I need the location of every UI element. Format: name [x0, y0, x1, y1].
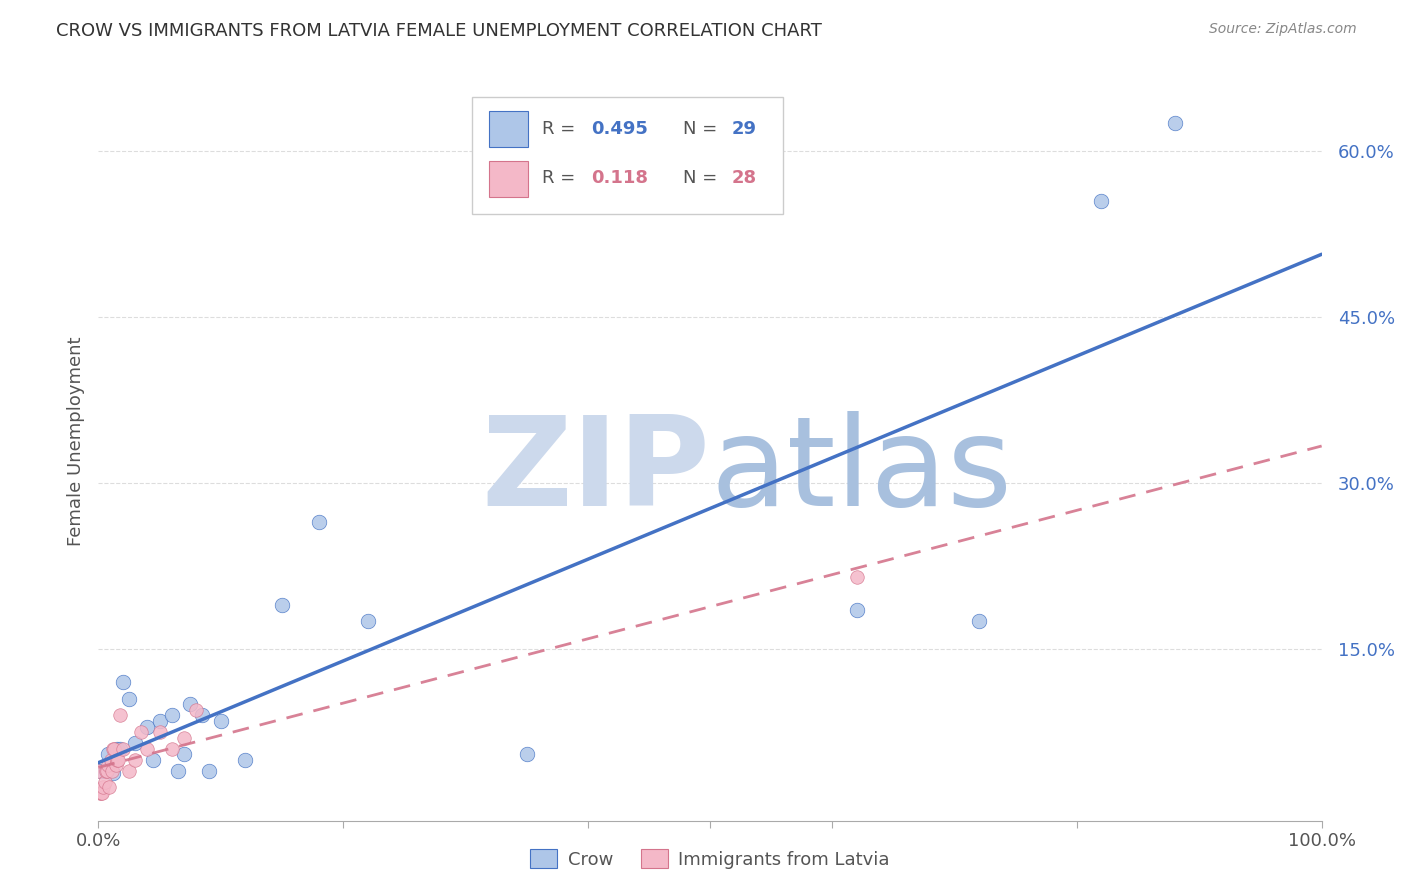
Point [100, 758, 122, 772]
Point [118, 692, 141, 706]
Point [118, 764, 141, 778]
Point [94, 764, 117, 778]
Text: 28: 28 [733, 169, 758, 186]
Point [149, 714, 172, 728]
Point [160, 741, 183, 756]
Point [136, 741, 159, 756]
Point [110, 708, 132, 723]
Point [87, 764, 110, 778]
Legend: Crow, Immigrants from Latvia: Crow, Immigrants from Latvia [523, 842, 897, 876]
Point [101, 764, 124, 778]
Text: CROW VS IMMIGRANTS FROM LATVIA FEMALE UNEMPLOYMENT CORRELATION CHART: CROW VS IMMIGRANTS FROM LATVIA FEMALE UN… [56, 22, 823, 40]
Point [105, 741, 128, 756]
Point [105, 753, 128, 767]
Bar [471, 96, 783, 214]
Point [160, 708, 183, 723]
Point [233, 753, 256, 767]
Point [308, 515, 330, 529]
Point [124, 753, 146, 767]
Point [167, 764, 190, 778]
Point [91, 780, 114, 795]
Text: ZIP: ZIP [481, 411, 710, 533]
Point [142, 753, 165, 767]
Point [191, 708, 214, 723]
Point [97, 747, 120, 762]
Point [1164, 116, 1187, 130]
Text: N =: N = [683, 169, 723, 186]
Point [149, 725, 172, 739]
Point [104, 758, 127, 772]
Point [124, 736, 146, 750]
Point [173, 731, 195, 745]
Text: R =: R = [543, 169, 582, 186]
Point [90, 786, 112, 800]
Point [97, 758, 120, 772]
Text: atlas: atlas [710, 411, 1012, 533]
Point [111, 741, 134, 756]
Point [101, 741, 124, 756]
Point [270, 598, 294, 612]
Point [197, 764, 219, 778]
Point [845, 603, 868, 617]
Point [89, 786, 111, 800]
Point [107, 753, 129, 767]
Point [111, 675, 134, 690]
Point [98, 780, 121, 795]
Point [94, 764, 117, 778]
Point [110, 741, 132, 756]
Point [173, 747, 195, 762]
Point [967, 615, 990, 629]
Text: Source: ZipAtlas.com: Source: ZipAtlas.com [1209, 22, 1357, 37]
Point [209, 714, 232, 728]
Bar [489, 161, 527, 197]
Point [103, 741, 125, 756]
Point [93, 775, 115, 789]
Point [1090, 194, 1112, 208]
Point [90, 764, 112, 778]
Point [356, 615, 378, 629]
Bar [489, 111, 527, 147]
Text: N =: N = [683, 120, 723, 138]
Point [96, 764, 118, 778]
Point [100, 753, 122, 767]
Text: R =: R = [543, 120, 582, 138]
Point [91, 786, 114, 800]
Point [129, 725, 152, 739]
Text: 0.495: 0.495 [592, 120, 648, 138]
Y-axis label: Female Unemployment: Female Unemployment [66, 337, 84, 546]
Point [515, 747, 537, 762]
Point [179, 698, 201, 712]
Point [101, 766, 124, 780]
Text: 29: 29 [733, 120, 756, 138]
Text: 0.118: 0.118 [592, 169, 648, 186]
Point [845, 570, 868, 584]
Point [186, 703, 208, 717]
Point [136, 720, 159, 734]
